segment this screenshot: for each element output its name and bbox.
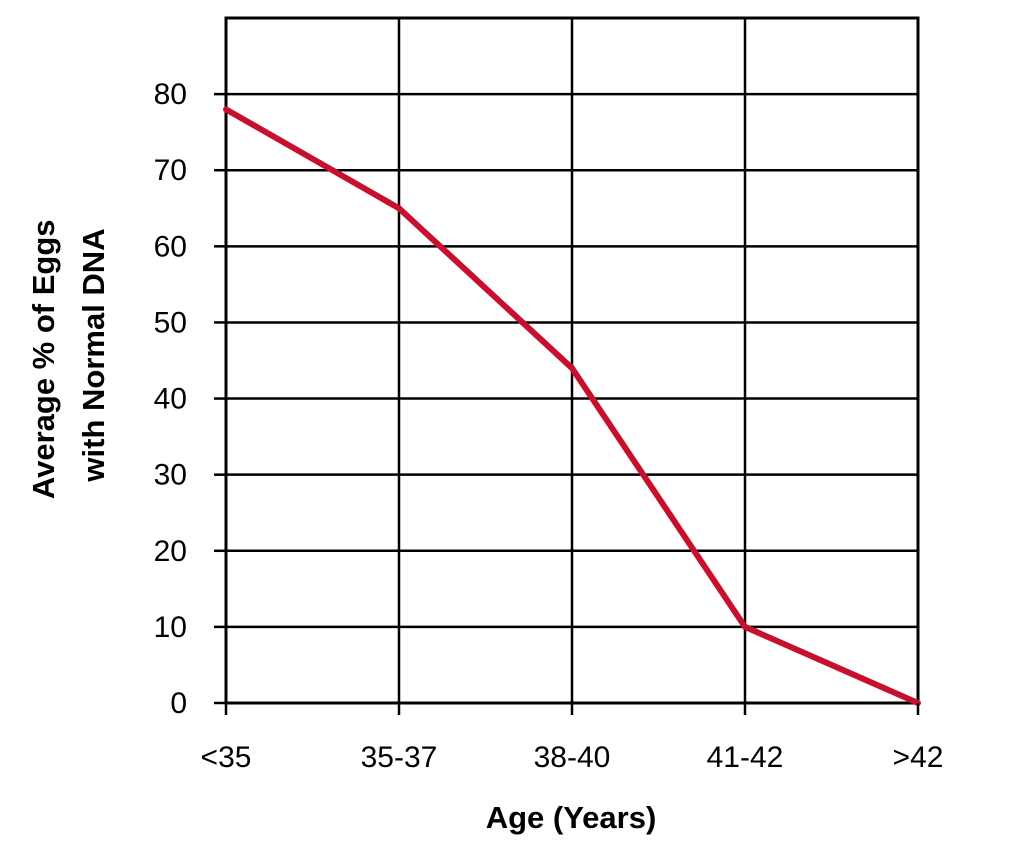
x-tick-label: >42 [893, 741, 944, 774]
data-point [223, 106, 229, 113]
grid [224, 16, 920, 705]
data-point [396, 205, 402, 212]
x-axis-title: Age (Years) [486, 800, 657, 835]
x-tick-label: 35-37 [361, 741, 438, 774]
x-axis-ticks: <35 35-37 38-40 41-42 >42 [201, 703, 944, 774]
y-tick-label: 80 [154, 78, 187, 111]
y-tick-label: 40 [154, 383, 187, 416]
y-tick-label: 10 [154, 611, 187, 644]
y-tick-label: 60 [154, 230, 187, 263]
x-tick-label: 41-42 [707, 741, 784, 774]
y-axis-title: Average % of Eggs with Normal DNA [26, 211, 111, 499]
data-point [742, 623, 748, 630]
y-tick-label: 0 [170, 687, 187, 720]
y-axis-title-line-2: with Normal DNA [76, 228, 111, 482]
x-tick-label: 38-40 [534, 741, 611, 774]
x-tick-label: <35 [201, 741, 252, 774]
y-tick-label: 70 [154, 154, 187, 187]
y-axis-title-line-1: Average % of Eggs [26, 219, 61, 499]
data-point [569, 365, 575, 372]
y-tick-label: 30 [154, 459, 187, 492]
y-axis-ticks: 0 10 20 30 40 50 60 70 80 [154, 78, 226, 720]
y-tick-label: 20 [154, 535, 187, 568]
y-tick-label: 50 [154, 306, 187, 339]
